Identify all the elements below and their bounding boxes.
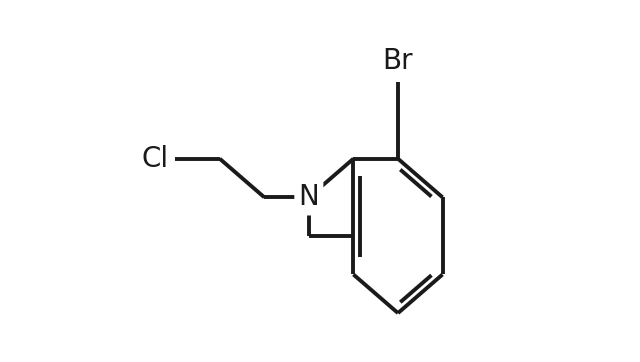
Text: Br: Br [383,47,413,75]
Text: N: N [298,183,319,211]
Text: Cl: Cl [141,145,168,173]
